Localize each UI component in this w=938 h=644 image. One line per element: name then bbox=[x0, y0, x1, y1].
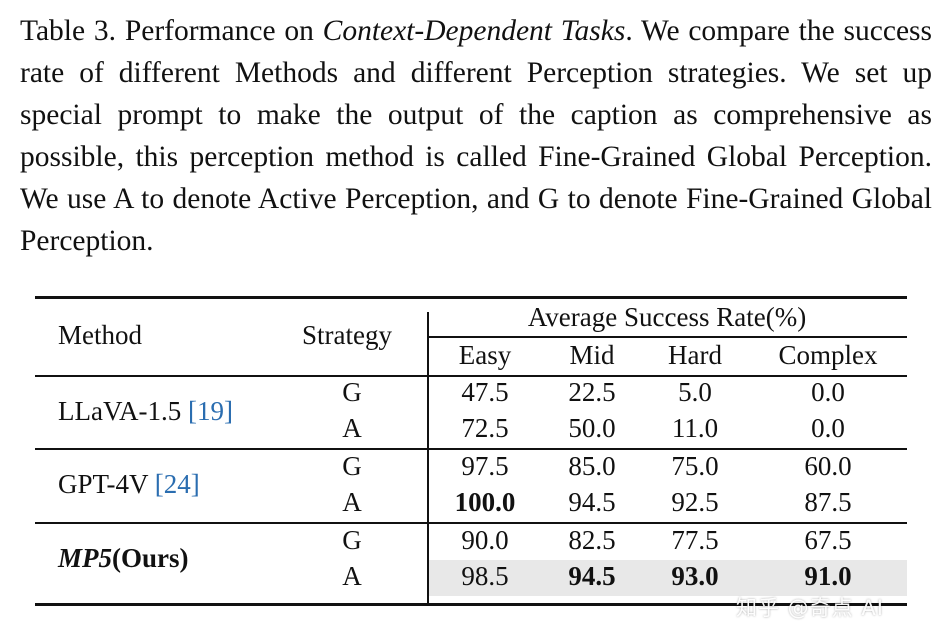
watermark: 知乎 @奇点 AI bbox=[736, 596, 884, 620]
method-mp5: MP5(Ours) bbox=[58, 543, 189, 573]
strategy-cell: G bbox=[342, 451, 362, 481]
value-cell-best: 94.5 bbox=[568, 561, 616, 591]
strategy-cell: A bbox=[342, 487, 362, 517]
row-rule-1 bbox=[35, 448, 907, 450]
header-group: Average Success Rate(%) bbox=[527, 302, 807, 332]
header-easy: Easy bbox=[458, 340, 512, 370]
header-complex: Complex bbox=[778, 340, 878, 370]
strategy-cell: A bbox=[342, 413, 362, 443]
header-mid: Mid bbox=[569, 340, 615, 370]
caption-label: Table 3. bbox=[20, 15, 117, 47]
caption-rest: . We compare the success rate of differe… bbox=[20, 15, 932, 257]
value-cell-best: 100.0 bbox=[454, 487, 516, 517]
value-cell: 75.0 bbox=[671, 451, 719, 481]
value-cell-best: 91.0 bbox=[804, 561, 852, 591]
header-hard: Hard bbox=[668, 340, 722, 370]
value-cell: 47.5 bbox=[461, 377, 509, 407]
value-cell: 60.0 bbox=[804, 451, 852, 481]
header-method: Method bbox=[58, 320, 142, 350]
value-cell: 94.5 bbox=[568, 487, 616, 517]
row-rule-2 bbox=[35, 522, 907, 524]
value-cell: 98.5 bbox=[461, 561, 509, 591]
value-cell: 50.0 bbox=[568, 413, 616, 443]
header-strategy: Strategy bbox=[302, 320, 392, 350]
bottom-rule bbox=[35, 603, 907, 606]
caption-lead: Performance on bbox=[116, 15, 323, 47]
value-cell: 0.0 bbox=[811, 377, 845, 407]
ref-link[interactable]: [19] bbox=[187, 396, 233, 426]
value-cell: 22.5 bbox=[568, 377, 616, 407]
strategy-cell: A bbox=[342, 561, 362, 591]
value-cell-best: 93.0 bbox=[671, 561, 719, 591]
ref-link[interactable]: [24] bbox=[154, 469, 200, 499]
table-caption: Table 3. Performance on Context-Dependen… bbox=[20, 10, 932, 262]
caption-italic: Context-Dependent Tasks bbox=[322, 15, 626, 47]
value-cell: 67.5 bbox=[804, 525, 852, 555]
top-rule bbox=[35, 296, 907, 299]
value-cell: 97.5 bbox=[461, 451, 509, 481]
value-cell: 72.5 bbox=[461, 413, 509, 443]
value-cell: 0.0 bbox=[811, 413, 845, 443]
value-cell: 85.0 bbox=[568, 451, 616, 481]
value-cell: 92.5 bbox=[671, 487, 719, 517]
value-cell: 11.0 bbox=[671, 413, 719, 443]
value-cell: 90.0 bbox=[461, 525, 509, 555]
value-cell: 77.5 bbox=[671, 525, 719, 555]
header-rule bbox=[35, 375, 907, 377]
highlight-row bbox=[428, 560, 907, 596]
method-gpt4v: GPT-4V [24] bbox=[58, 469, 200, 499]
value-cell: 82.5 bbox=[568, 525, 616, 555]
strategy-cell: G bbox=[342, 377, 362, 407]
value-cell: 87.5 bbox=[804, 487, 852, 517]
vertical-rule bbox=[427, 312, 429, 604]
value-cell: 5.0 bbox=[678, 377, 712, 407]
group-rule bbox=[428, 336, 907, 338]
strategy-cell: G bbox=[342, 525, 362, 555]
method-llava: LLaVA-1.5 [19] bbox=[58, 396, 233, 426]
